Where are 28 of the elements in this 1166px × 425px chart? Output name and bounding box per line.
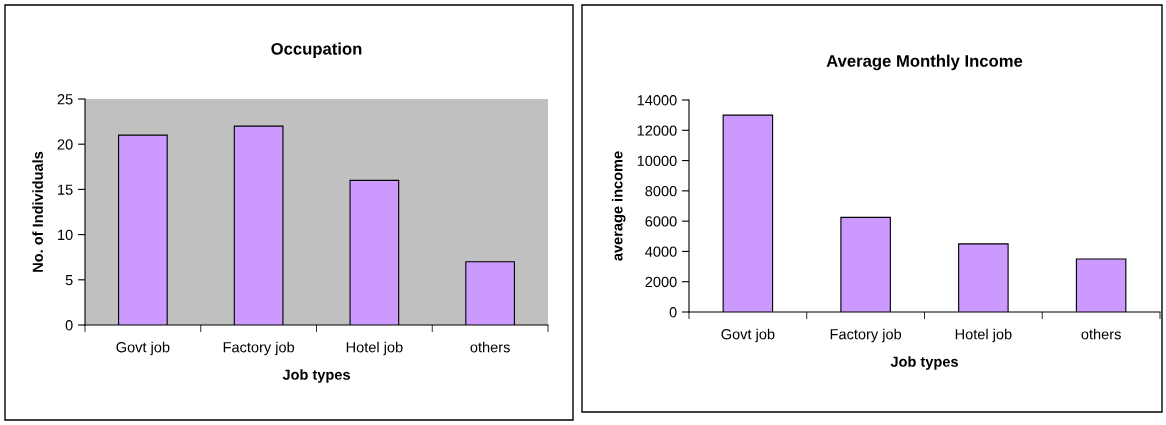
y-tick-label: 8000 <box>645 185 677 197</box>
y-tick-label: 4000 <box>645 246 677 257</box>
x-axis-title: Job types <box>890 356 958 370</box>
y-tick-label: 10000 <box>637 155 677 166</box>
y-tick-label: 6000 <box>645 216 677 227</box>
x-tick-label: Hotel job <box>955 328 1012 343</box>
y-tick-label: 2000 <box>645 276 677 288</box>
x-tick-label: Govt job <box>116 341 170 356</box>
x-tick-label: Hotel job <box>346 341 403 356</box>
y-tick-label: 12000 <box>637 125 677 136</box>
x-tick-label: Factory job <box>223 341 295 356</box>
x-tick-label: Govt job <box>721 328 775 343</box>
x-tick-label: Factory job <box>830 328 902 343</box>
y-tick-label: 10 <box>58 229 73 241</box>
chart-title: Average Monthly Income <box>826 54 1023 71</box>
x-tick-label: others <box>1081 328 1121 340</box>
y-tick-label: 25 <box>57 94 73 105</box>
y-tick-label: 15 <box>58 184 73 195</box>
y-tick-label: 5 <box>65 275 73 286</box>
y-tick-label: 14000 <box>637 95 677 106</box>
y-tick-label: 0 <box>65 320 73 331</box>
y-axis-title: No. of Individuals <box>32 151 43 272</box>
y-axis-title: average income <box>611 151 626 261</box>
x-axis-title: Job types <box>282 369 350 383</box>
x-tick-label: others <box>470 341 510 353</box>
y-tick-label: 20 <box>57 139 73 150</box>
y-tick-label: 0 <box>669 307 677 318</box>
chart-title: Occupation <box>271 42 362 59</box>
